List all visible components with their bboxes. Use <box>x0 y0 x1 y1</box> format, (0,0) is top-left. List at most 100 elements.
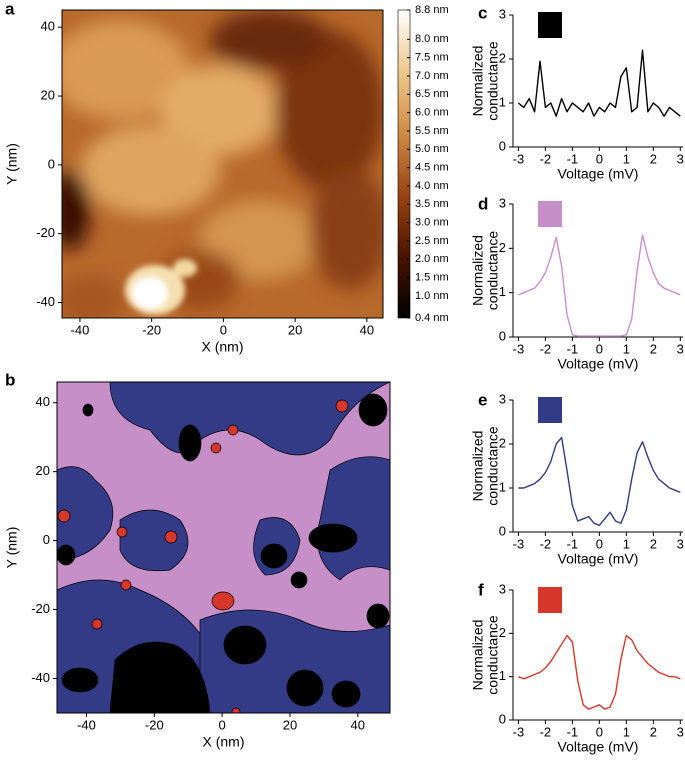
x-tick-label: 1 <box>623 341 630 356</box>
spectrum-line <box>517 49 681 117</box>
y-tick-label: 0 <box>48 156 55 171</box>
x-tick-label: -1 <box>567 536 579 551</box>
x-axis-label: X (nm) <box>202 339 244 355</box>
x-tick-label: 1 <box>623 536 630 551</box>
y-tick-label: -40 <box>36 294 55 309</box>
x-tick-label: 2 <box>650 341 657 356</box>
colorbar-label: 7.0 nm <box>415 70 449 82</box>
map-region <box>57 399 349 713</box>
x-tick-label: -2 <box>540 341 552 356</box>
topography-image <box>62 10 383 318</box>
colorbar-label: 4.5 nm <box>415 162 449 174</box>
x-axis-label: Voltage (mV) <box>558 166 639 182</box>
x-tick-label: 40 <box>360 322 374 337</box>
x-tick-label: 2 <box>650 724 657 739</box>
colorbar-label: 5.0 nm <box>415 143 449 155</box>
y-axis-label: conductance <box>485 41 501 121</box>
x-tick-label: 3 <box>677 724 684 739</box>
colorbar-label: 1.0 nm <box>415 290 449 302</box>
x-axis-label: Voltage (mV) <box>558 739 639 755</box>
y-tick-label: 3 <box>499 581 506 596</box>
x-tick-label: -20 <box>145 717 164 732</box>
y-tick-label: 3 <box>499 6 506 21</box>
y-axis-label: Normalized <box>470 235 486 306</box>
x-tick-label: 0 <box>596 724 603 739</box>
x-tick-label: 2 <box>650 536 657 551</box>
x-tick-label: -40 <box>77 717 96 732</box>
y-tick-label: 0 <box>499 523 506 538</box>
y-tick-label: 3 <box>499 195 506 210</box>
legend-swatch <box>538 587 562 613</box>
x-tick-label: 40 <box>351 717 365 732</box>
panel-label: b <box>5 370 15 389</box>
x-tick-label: -3 <box>513 341 525 356</box>
x-tick-label: 3 <box>677 341 684 356</box>
x-tick-label: -2 <box>540 536 552 551</box>
x-tick-label: -40 <box>71 322 90 337</box>
x-tick-label: -1 <box>567 724 579 739</box>
y-axis-label: Y (nm) <box>4 143 20 185</box>
colorbar-label: 8.0 nm <box>415 33 449 45</box>
y-tick-label: -40 <box>31 670 50 685</box>
legend-swatch <box>538 12 562 38</box>
colorbar-label: 6.0 nm <box>415 107 449 119</box>
x-tick-label: 0 <box>596 151 603 166</box>
y-tick-label: 40 <box>36 394 50 409</box>
y-tick-label: 0 <box>43 532 50 547</box>
panel-label: d <box>478 194 488 213</box>
colorbar-label: 3.0 nm <box>415 217 449 229</box>
y-tick-label: 2 <box>499 240 506 255</box>
x-tick-label: -2 <box>540 151 552 166</box>
y-tick-label: 0 <box>499 328 506 343</box>
x-tick-label: 1 <box>623 724 630 739</box>
y-tick-label: 40 <box>41 19 55 34</box>
y-tick-label: 2 <box>499 625 506 640</box>
plot-frame <box>56 381 391 714</box>
colorbar-label: 4.0 nm <box>415 180 449 192</box>
x-tick-label: -3 <box>513 724 525 739</box>
colorbar-label: 1.5 nm <box>415 272 449 284</box>
y-tick-label: 20 <box>41 87 55 102</box>
x-tick-label: 0 <box>596 536 603 551</box>
y-axis-label: Y (nm) <box>4 527 20 569</box>
x-axis-label: Voltage (mV) <box>558 551 639 567</box>
x-tick-label: 0 <box>219 717 226 732</box>
x-tick-label: -3 <box>513 536 525 551</box>
x-tick-label: 3 <box>677 536 684 551</box>
colorbar-label: 8.8 nm <box>415 4 449 16</box>
plot-frame <box>61 9 384 319</box>
colorbar-label: 6.5 nm <box>415 88 449 100</box>
x-tick-label: -2 <box>540 724 552 739</box>
y-tick-label: 2 <box>499 50 506 65</box>
x-tick-label: 1 <box>623 151 630 166</box>
x-tick-label: 2 <box>650 151 657 166</box>
y-tick-label: 1 <box>499 94 506 109</box>
panel-label: f <box>478 580 484 599</box>
x-tick-label: -1 <box>567 151 579 166</box>
x-tick-label: -1 <box>567 341 579 356</box>
x-tick-label: 20 <box>283 717 297 732</box>
y-tick-label: 0 <box>499 138 506 153</box>
panel-label: a <box>5 0 15 18</box>
x-axis-label: Voltage (mV) <box>558 356 639 372</box>
colorbar <box>397 9 411 319</box>
y-axis-label: Normalized <box>470 46 486 117</box>
panel-label: c <box>478 3 487 22</box>
y-tick-label: 1 <box>499 668 506 683</box>
y-axis-label: conductance <box>485 231 501 311</box>
phase-map <box>57 382 390 713</box>
x-tick-label: 20 <box>288 322 302 337</box>
map-region <box>57 393 390 713</box>
x-axis-label: X (nm) <box>203 734 245 750</box>
y-tick-label: 0 <box>499 711 506 726</box>
spectrum-line <box>518 234 681 337</box>
x-tick-label: 0 <box>596 341 603 356</box>
colorbar-label: 0.4 nm <box>415 312 449 324</box>
colorbar-label: 7.5 nm <box>415 52 449 64</box>
legend-swatch <box>538 397 562 423</box>
y-axis-label: conductance <box>485 426 501 506</box>
colorbar-label: 3.5 nm <box>415 198 449 210</box>
x-tick-label: -3 <box>513 151 525 166</box>
y-tick-label: -20 <box>36 225 55 240</box>
